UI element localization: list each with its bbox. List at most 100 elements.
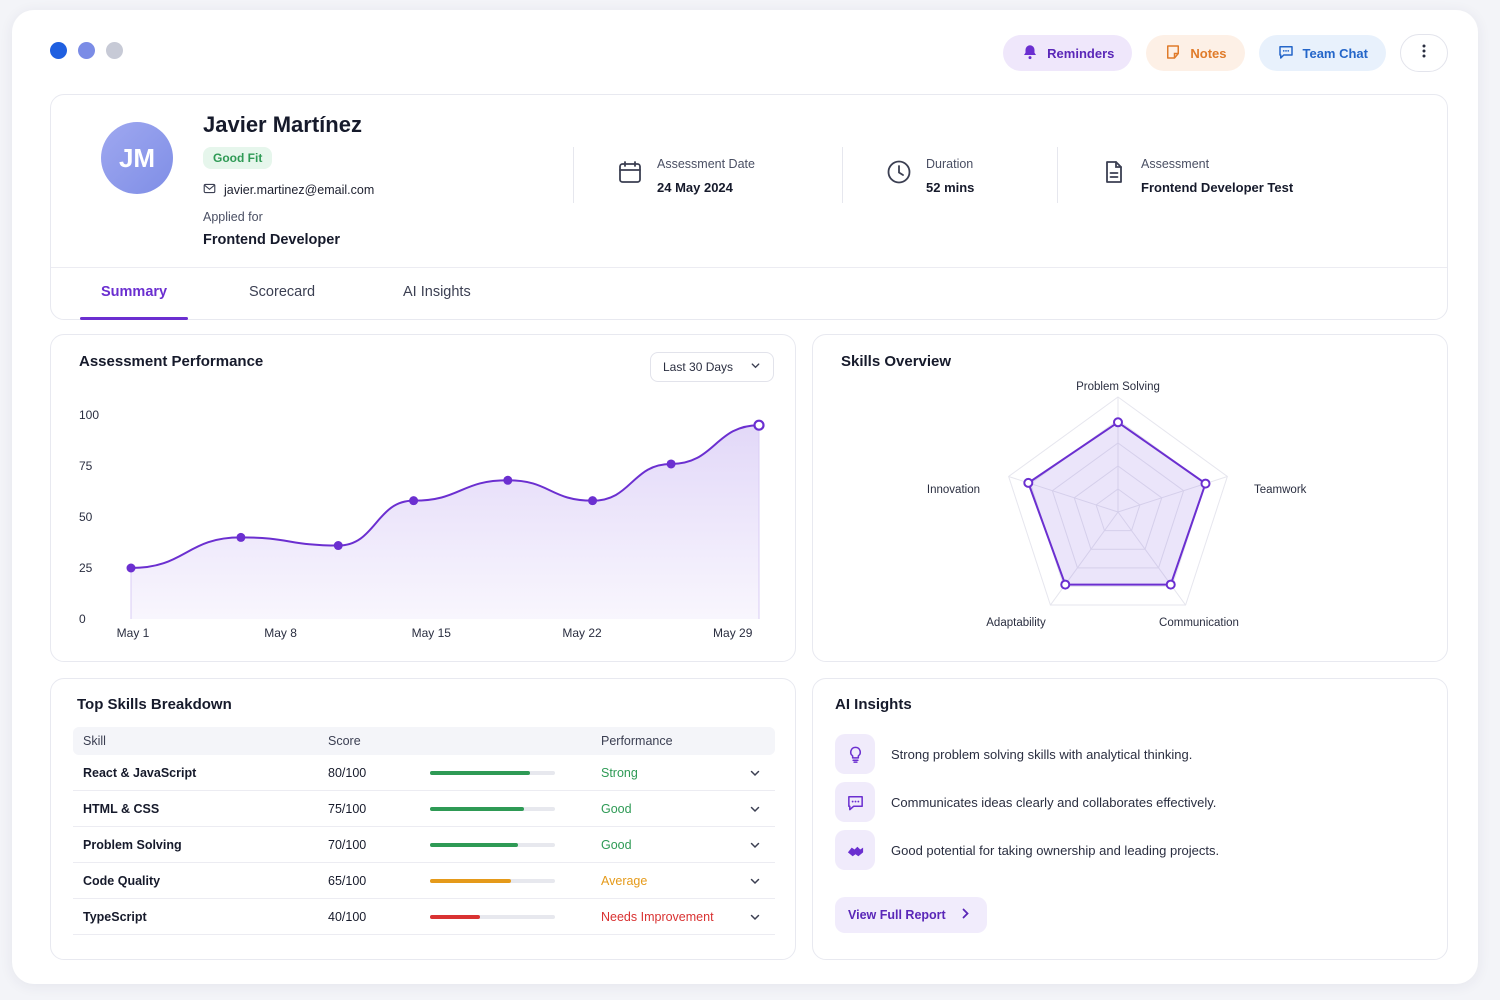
fit-status-badge: Good Fit [203,147,273,169]
radar-axis-label: Problem Solving [1076,381,1160,393]
chevron-down-icon[interactable] [749,875,761,887]
chevron-down-icon[interactable] [749,839,761,851]
table-row[interactable]: Problem Solving 70/100 Good [73,827,775,863]
skill-name: Code Quality [83,873,161,888]
tabs-divider [51,267,1447,268]
sticky-note-icon [1164,43,1182,64]
header-score: Score [328,734,361,748]
assessment-label: Assessment [1141,157,1210,171]
divider [573,147,574,203]
table-row[interactable]: Code Quality 65/100 Average [73,863,775,899]
document-icon [1101,157,1127,190]
table-row[interactable]: HTML & CSS 75/100 Good [73,791,775,827]
top-toolbar: Reminders Notes Team Chat [1003,34,1448,72]
lightbulb-icon [835,734,875,774]
window-controls [50,42,123,59]
divider [842,147,843,203]
window-dot-2[interactable] [78,42,95,59]
active-tab-indicator [80,317,188,320]
radar-grid-ring [1095,488,1141,532]
radar-point [1060,579,1071,590]
data-point [236,532,246,542]
data-point [753,419,765,431]
duration-label: Duration [926,157,974,171]
skill-score: 40/100 [328,909,367,924]
view-full-report-label: View Full Report [848,908,946,922]
more-options-button[interactable] [1400,34,1448,72]
handshake-icon [835,830,875,870]
insight-item: Communicates ideas clearly and collabora… [835,782,1216,822]
skills-table: Skill Score Performance React & JavaScri… [73,727,775,935]
area-fill [131,425,759,619]
radar-axis-line [1050,511,1119,606]
radar-axis-line [1117,511,1186,606]
more-vertical-icon [1416,43,1432,64]
radar-point [1200,478,1211,489]
performance-label: Strong [601,765,638,780]
x-tick-label: May 8 [264,626,297,640]
breakdown-title: Top Skills Breakdown [77,696,232,713]
chevron-down-icon[interactable] [749,911,761,923]
x-tick-label: May 15 [412,626,452,640]
y-tick-label: 100 [79,408,99,422]
y-tick-label: 50 [79,510,93,524]
insight-item: Strong problem solving skills with analy… [835,734,1192,774]
insight-text: Communicates ideas clearly and collabora… [891,794,1217,810]
radar-grid-ring [1051,442,1185,569]
x-tick-label: May 29 [713,626,753,640]
candidate-profile-card: JM Javier Martínez Good Fit javier.marti… [50,94,1448,320]
applied-for-label: Applied for [203,210,263,224]
chat-bubble-icon [1277,43,1295,64]
top-skills-breakdown-card: Top Skills Breakdown Skill Score Perform… [50,678,796,960]
radar-point [1165,579,1176,590]
radar-axis-label: Innovation [927,484,980,496]
notes-button[interactable]: Notes [1146,35,1245,71]
y-tick-label: 0 [79,612,86,626]
chevron-down-icon[interactable] [749,767,761,779]
date-range-dropdown[interactable]: Last 30 Days [650,352,774,382]
app-window: Reminders Notes Team Chat JM Javier Mart… [12,10,1478,984]
radar-axis-label: Teamwork [1254,484,1307,496]
notes-label: Notes [1190,45,1227,61]
tab-ai-insights[interactable]: AI Insights [403,284,471,300]
table-row[interactable]: React & JavaScript 80/100 Strong [73,755,775,791]
skill-name: HTML & CSS [83,801,160,816]
skill-name: React & JavaScript [83,765,197,780]
team-chat-button[interactable]: Team Chat [1258,35,1386,71]
avatar: JM [101,122,173,194]
skill-score: 70/100 [328,837,367,852]
window-dot-3[interactable] [106,42,123,59]
x-tick-label: May 1 [117,626,150,640]
assessment-date-value: 24 May 2024 [657,180,733,195]
performance-title: Assessment Performance [79,353,264,370]
assessment-block: Assessment Frontend Developer Test [1101,157,1293,195]
table-row[interactable]: TypeScript 40/100 Needs Improvement [73,899,775,935]
date-range-value: Last 30 Days [663,360,734,374]
candidate-email: javier.martinez@email.com [224,183,375,197]
tab-summary[interactable]: Summary [101,284,168,300]
skill-score: 75/100 [328,801,367,816]
insight-text: Strong problem solving skills with analy… [891,746,1193,762]
skill-score: 65/100 [328,873,367,888]
window-dot-1[interactable] [50,42,67,59]
bell-icon [1021,43,1039,64]
score-bar-fill [430,770,530,775]
email-row[interactable]: javier.martinez@email.com [203,182,374,198]
calendar-icon [617,157,643,190]
insight-item: Good potential for taking ownership and … [835,830,1219,870]
score-bar [430,914,555,919]
data-point [588,496,598,506]
chevron-down-icon[interactable] [749,803,761,815]
header-skill: Skill [83,734,106,748]
ai-insights-title: AI Insights [835,696,912,713]
tab-scorecard[interactable]: Scorecard [249,284,316,300]
series-line [130,424,760,569]
radar-axis-label: Communication [1159,617,1239,629]
radar-point [1023,477,1034,488]
data-point [503,475,513,485]
reminders-button[interactable]: Reminders [1003,35,1133,71]
view-full-report-button[interactable]: View Full Report [835,897,987,933]
skills-overview-card: Problem Solving Teamwork Communication Adap… [812,334,1448,662]
ai-insights-card: AI Insights Strong problem solving skill… [812,678,1448,960]
radar-axis-label: Adaptability [986,617,1046,629]
